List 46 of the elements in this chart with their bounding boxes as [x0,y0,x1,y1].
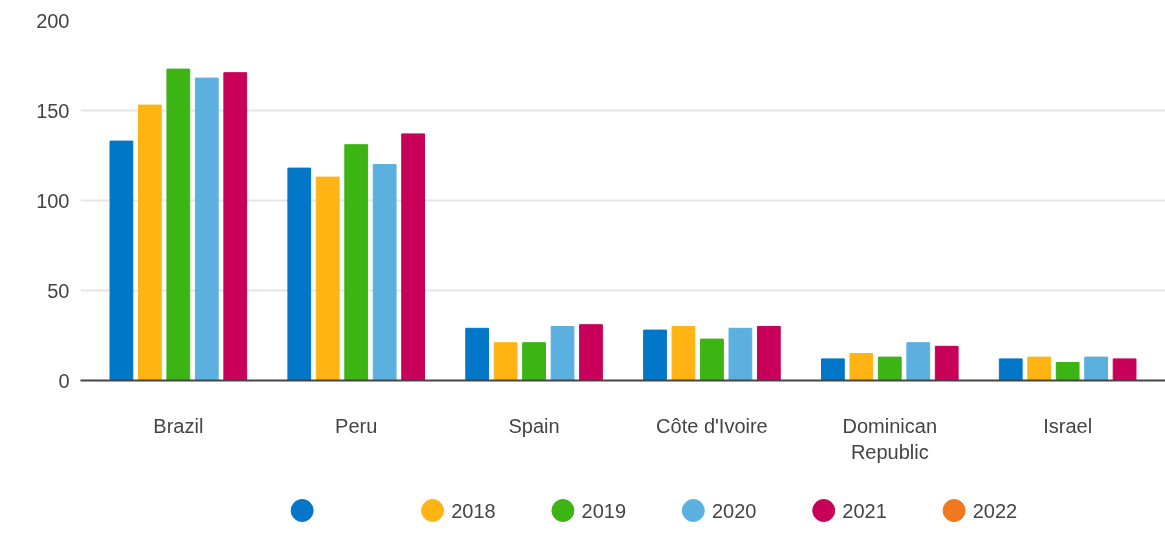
bar [1055,362,1080,381]
bar [550,326,575,381]
bar [109,140,134,381]
bar [194,77,219,381]
x-tick-label: Spain [508,414,560,437]
bar [821,358,845,381]
bar [643,329,667,381]
legend-label: 2018 [451,499,496,522]
x-tick-label: Brazil [153,414,204,437]
bar [1112,358,1137,381]
legend-label: 2019 [581,499,627,522]
bar [344,144,369,381]
bar [1027,356,1052,381]
bar [1084,356,1109,381]
bar [315,176,340,381]
y-tick-label: 50 [47,279,70,302]
legend-label: 2020 [711,499,757,522]
bar [849,353,874,381]
y-tick-label: 100 [36,189,70,212]
x-tick-label: Peru [335,414,378,437]
bar [877,356,902,381]
bar [579,324,603,381]
y-tick-label: 0 [58,369,70,392]
bar [372,164,397,381]
bar [728,327,753,381]
x-tick-label: Côte d'Ivoire [656,414,768,437]
bar [287,167,312,381]
bar [998,358,1023,381]
y-tick-label: 200 [36,9,70,32]
bar [906,342,931,381]
bar [166,68,191,381]
bar [465,327,490,381]
bar [522,342,546,381]
legend-label: 2021 [842,499,887,522]
bar [934,345,959,381]
x-tick-label: Israel [1043,414,1093,437]
bar [401,133,425,381]
bar [223,72,248,381]
bar [756,326,781,381]
bar [493,342,518,381]
bar [137,104,162,381]
bar [700,338,724,381]
bar [671,326,696,381]
legend-label: 2022 [972,499,1018,522]
y-tick-label: 150 [36,99,70,122]
x-tick-label: Dominican Republic [842,414,938,463]
